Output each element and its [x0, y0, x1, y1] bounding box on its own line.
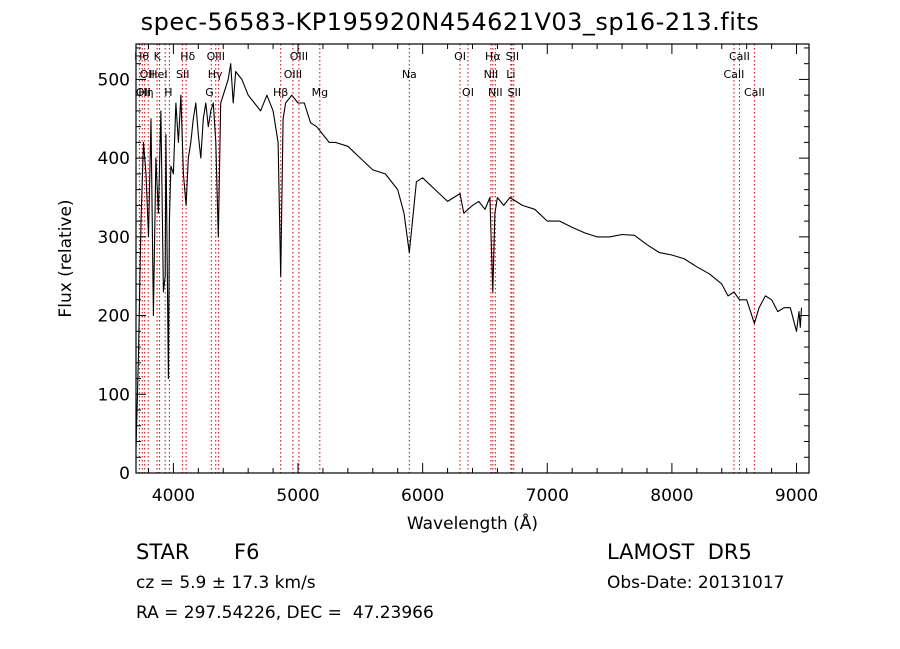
- x-tick-label: 9000: [775, 486, 818, 506]
- y-tick-label: 500: [98, 70, 130, 90]
- y-axis-label: Flux (relative): [56, 199, 76, 317]
- x-tick-label: 6000: [401, 486, 444, 506]
- line-label: OI: [462, 86, 474, 99]
- x-tick-label: 5000: [276, 486, 319, 506]
- obs-date: Obs-Date: 20131017: [607, 573, 785, 593]
- redshift-cz: cz = 5.9 ± 17.3 km/s: [136, 573, 316, 593]
- line-label: CaII: [729, 50, 750, 63]
- x-axis-label: Wavelength (Å): [407, 512, 538, 534]
- line-label: OIII: [290, 50, 308, 63]
- line-label: K: [154, 50, 162, 63]
- line-label: Hβ: [273, 86, 288, 99]
- x-tick-label: 7000: [526, 486, 569, 506]
- object-subclass: F6: [234, 540, 260, 564]
- line-label: NII: [488, 86, 503, 99]
- y-tick-label: 200: [98, 307, 130, 327]
- line-label: SII: [508, 86, 521, 99]
- line-label: SII: [176, 68, 189, 81]
- line-label: OI: [454, 50, 466, 63]
- line-label: OII: [136, 86, 151, 99]
- line-label: Hδ: [180, 50, 195, 63]
- line-label: OIII: [284, 68, 302, 81]
- line-label: SII: [506, 50, 519, 63]
- y-tick-label: 300: [98, 228, 130, 248]
- x-tick-label: 4000: [152, 486, 195, 506]
- y-tick-label: 400: [98, 149, 130, 169]
- line-label: Li: [506, 68, 515, 81]
- line-label: Hθ: [134, 50, 149, 63]
- spectrum-line: [135, 63, 803, 450]
- chart-title: spec-56583-KP195920N454621V03_sp16-213.f…: [140, 8, 760, 36]
- line-label: CaII: [724, 68, 745, 81]
- line-label: NII: [484, 68, 499, 81]
- line-label: CaII: [744, 86, 765, 99]
- y-tick-label: 0: [119, 464, 130, 484]
- plot-frame: [135, 43, 810, 474]
- line-label: Na: [402, 68, 417, 81]
- line-label: Mg: [312, 86, 328, 99]
- x-tick-label: 8000: [650, 486, 693, 506]
- survey-name: LAMOST DR5: [607, 540, 752, 564]
- line-label: Hγ: [208, 68, 223, 81]
- line-label: H: [164, 86, 172, 99]
- line-label: Hα: [485, 50, 501, 63]
- ra-dec: RA = 297.54226, DEC = 47.23966: [136, 603, 434, 623]
- line-label: OII: [140, 68, 155, 81]
- line-label: OIII: [207, 50, 225, 63]
- y-tick-label: 100: [98, 385, 130, 405]
- object-class: STAR: [136, 540, 190, 564]
- line-label: G: [205, 86, 214, 99]
- line-label: HeI: [149, 68, 167, 81]
- line-label: Hη: [138, 86, 153, 99]
